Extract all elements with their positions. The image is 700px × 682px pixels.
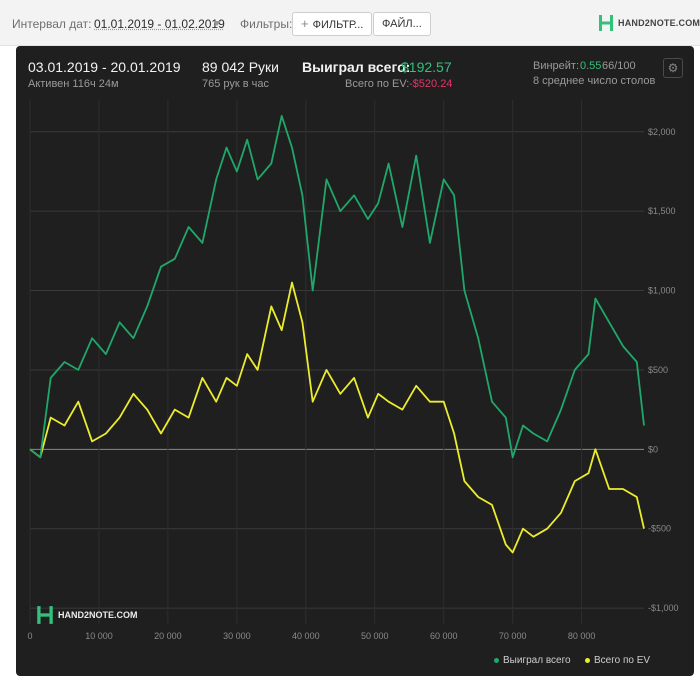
legend-dot-ev [585,657,590,663]
watermark-text: HAND2NOTE.COM [58,610,138,620]
x-tick-label: 20 000 [154,631,182,641]
watermark-logo-icon [37,606,53,624]
series-line [29,115,645,459]
hands-per-hour: 765 рук в час [202,78,270,90]
ev-total-value: -$520.24 [409,78,453,90]
filter-button-label: ФИЛЬТР... [312,19,364,31]
x-tick-label: 80 000 [568,631,596,641]
ev-total-label: Всего по EV: [345,78,410,90]
settings-button[interactable]: ⚙ [663,58,683,78]
logo-icon [599,15,613,31]
date-interval-label: Интервал дат: [12,17,92,31]
watermark: HAND2NOTE.COM [36,605,138,625]
y-tick-label: -$1,000 [648,603,679,613]
filter-button[interactable]: + ФИЛЬТР... [292,12,373,36]
x-tick-label: 60 000 [430,631,458,641]
y-tick-label: $1,000 [648,286,676,296]
y-tick-label: -$500 [648,524,671,534]
active-time: Активен 116ч 24м [28,78,119,90]
gear-icon: ⚙ [667,61,679,75]
plus-icon: + [301,16,309,31]
legend-item-won[interactable]: Выиграл всего [494,655,571,666]
x-tick-label: 0 [27,631,32,641]
avg-tables: 8 среднее число столов [533,75,656,87]
y-tick-label: $2,000 [648,127,676,137]
legend-label-ev: Всего по EV [594,655,651,666]
winrate-suffix: 66/100 [602,60,636,72]
x-tick-label: 30 000 [223,631,251,641]
x-tick-label: 50 000 [361,631,389,641]
file-button-label: ФАЙЛ... [382,18,422,30]
winrate-value: 0.55 [580,60,602,72]
chevron-down-icon[interactable] [213,21,221,26]
winrate-label: Винрейт: [533,60,580,72]
y-tick-label: $0 [648,444,658,454]
date-interval-dropdown[interactable]: 01.01.2019 - 01.02.2019 [94,17,225,31]
logo-text: HAND2NOTE.COM [618,18,700,28]
logo[interactable]: HAND2NOTE.COM [598,14,700,32]
x-tick-label: 10 000 [85,631,113,641]
x-tick-label: 70 000 [499,631,527,641]
legend-label-won: Выиграл всего [503,655,571,666]
x-tick-label: 40 000 [292,631,320,641]
won-total-label: Выиграл всего: [302,59,411,75]
y-tick-label: $500 [648,365,668,375]
chart-panel [16,46,694,676]
won-total-value: $192.57 [401,59,452,75]
date-range: 03.01.2019 - 20.01.2019 [28,59,181,75]
hands-count: 89 042 Руки [202,59,279,75]
legend-dot-won [494,657,499,663]
legend-item-ev[interactable]: Всего по EV [585,655,650,666]
filters-label: Фильтры: [240,17,293,31]
file-button[interactable]: ФАЙЛ... [373,12,431,36]
y-tick-label: $1,500 [648,206,676,216]
toolbar: Интервал дат: 01.01.2019 - 01.02.2019 Фи… [0,0,700,46]
series-line [29,281,645,554]
